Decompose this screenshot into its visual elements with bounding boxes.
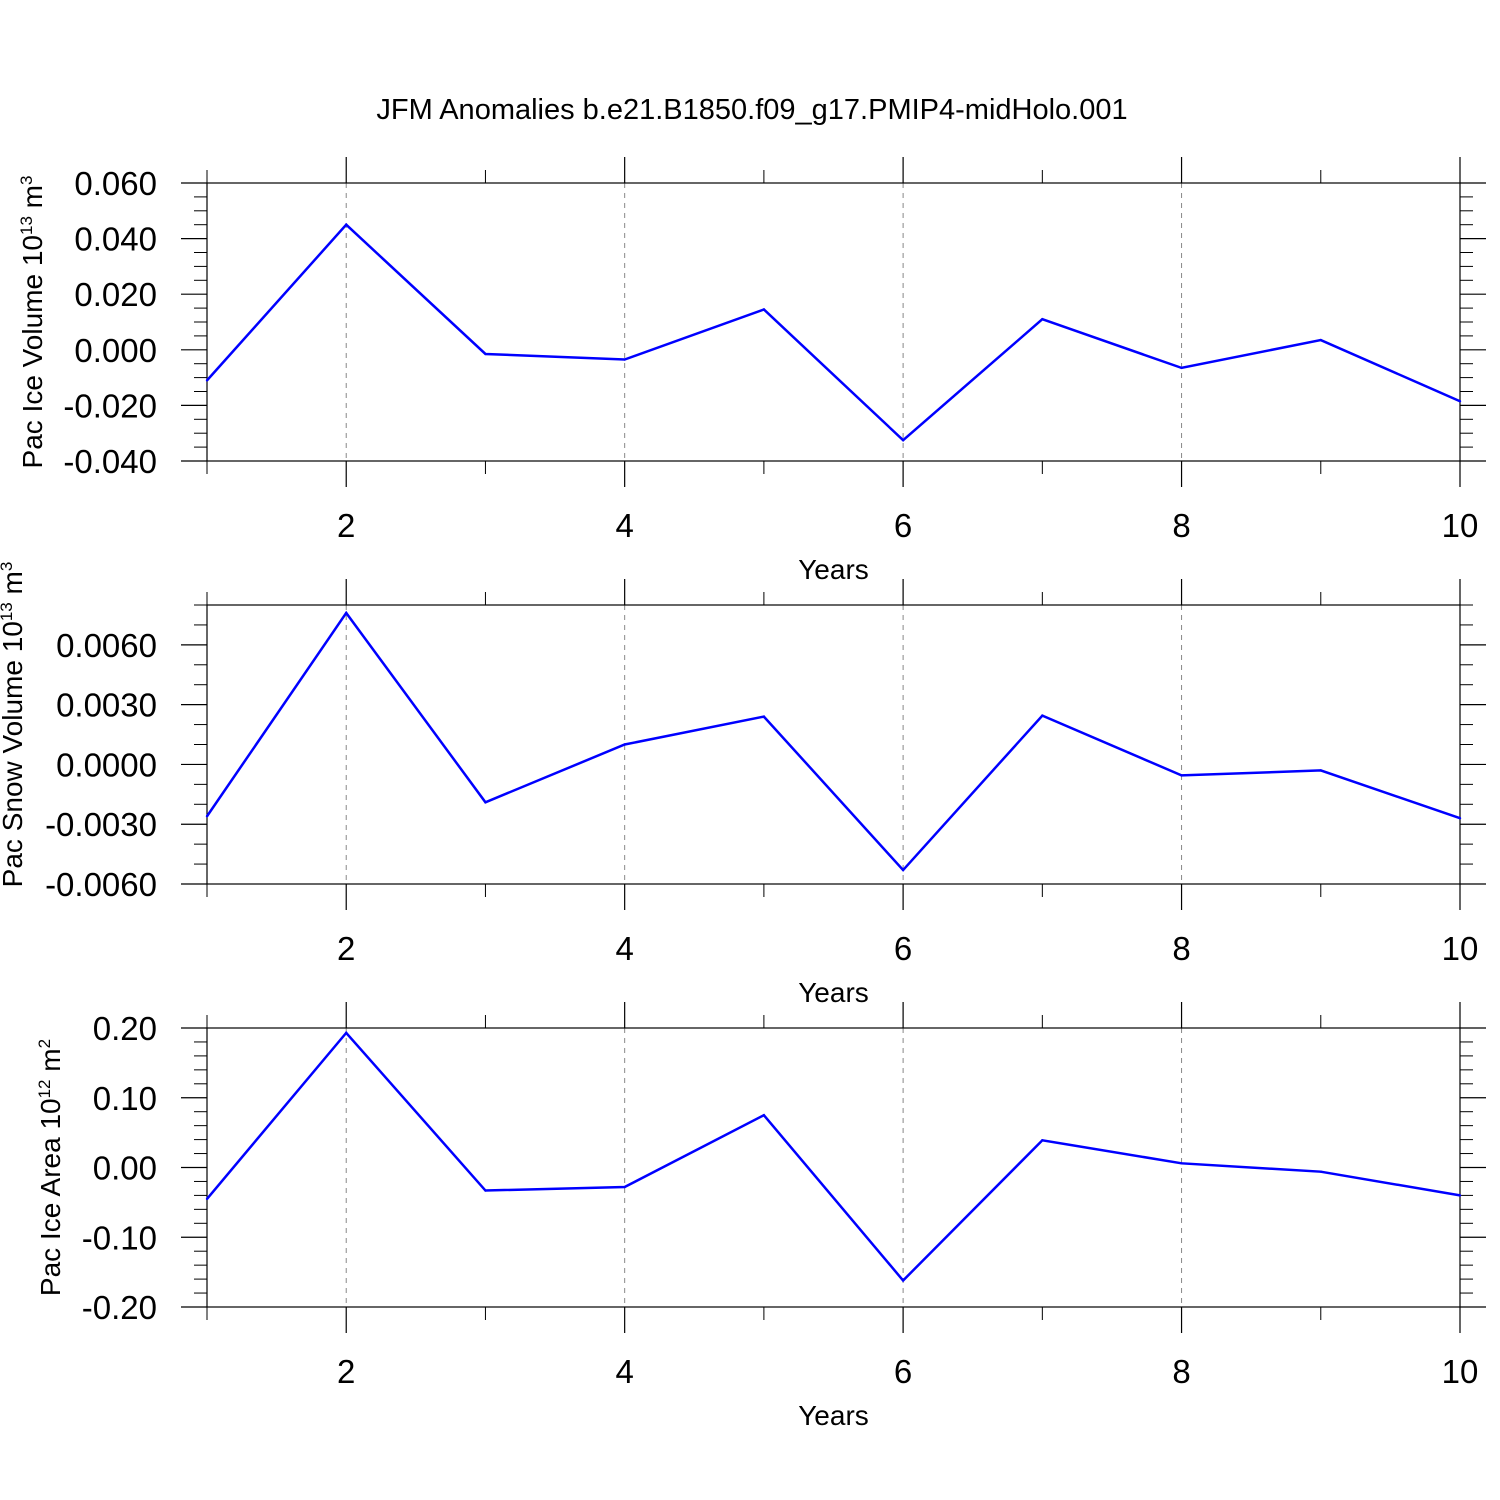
data-point (901, 1279, 905, 1282)
series-line (206, 1030, 1461, 1283)
y-tick-label: -0.020 (63, 387, 157, 424)
series-line (206, 222, 1461, 442)
y-axis-label-superscript: 3 (0, 562, 16, 571)
data-point (1180, 774, 1183, 777)
data-point (623, 358, 626, 361)
x-tick-label: 2 (337, 1353, 355, 1390)
plot-frame (206, 604, 1461, 885)
y-tick-label: 0.0060 (56, 627, 157, 664)
data-point (484, 1189, 487, 1192)
y-axis-label: Pac Ice Volume 1013 m3 (17, 176, 48, 469)
y-tick-label: 0.0030 (56, 687, 157, 724)
data-point (1319, 338, 1322, 342)
y-axis-label-part: m (35, 1048, 66, 1079)
y-axis-label-superscript: 12 (35, 1079, 54, 1098)
plot-frame (206, 1027, 1461, 1308)
data-point (205, 815, 209, 818)
y-tick-label: 0.040 (74, 221, 157, 258)
data-point (1041, 1139, 1044, 1142)
data-point (484, 801, 487, 804)
x-tick-label: 2 (337, 507, 355, 544)
x-tick-label: 6 (894, 507, 912, 544)
y-axis-label-superscript: 13 (0, 602, 16, 621)
y-axis-label-superscript: 3 (17, 176, 36, 185)
data-point (1458, 1194, 1462, 1197)
data-point (345, 1031, 348, 1035)
plot-frame (206, 182, 1461, 462)
x-tick-label: 8 (1172, 930, 1190, 967)
data-point (345, 223, 348, 226)
data-point (901, 438, 905, 442)
chart-panels: 2 4 6 8 10 -0.040 -0.020 0.000 0.020 0.040 0.060 Ye… (0, 157, 1486, 1431)
x-tick-label: 8 (1172, 1353, 1190, 1390)
data-point (1319, 1170, 1322, 1173)
data-point (1180, 366, 1183, 370)
data-point (623, 1185, 626, 1189)
x-tick-label: 6 (894, 930, 912, 967)
data-point (762, 308, 766, 311)
x-tick-label: 6 (894, 1353, 912, 1390)
data-point (484, 352, 487, 356)
y-tick-label: 0.060 (74, 165, 157, 202)
y-axis-label-superscript: 2 (35, 1039, 54, 1048)
y-tick-label: 0.000 (74, 332, 157, 369)
y-tick-label: -0.10 (82, 1219, 157, 1256)
y-axis-label-superscript: 13 (17, 216, 36, 235)
y-tick-label: 0.020 (74, 276, 157, 313)
y-axis-label-part: m (17, 185, 48, 216)
x-tick-label: 2 (337, 930, 355, 967)
y-tick-label: 0.10 (93, 1080, 157, 1117)
y-axis-label: Pac Snow Volume 1013 m3 (0, 562, 28, 888)
y-tick-label: -0.0030 (45, 806, 157, 843)
y-tick-label: -0.040 (63, 443, 157, 480)
y-tick-label: -0.20 (82, 1289, 157, 1326)
y-tick-label: 0.0000 (56, 746, 157, 783)
data-point (1180, 1162, 1183, 1165)
x-axis-label: Years (798, 554, 869, 585)
chart-panel-3: 2 4 6 8 10 -0.20 -0.10 0.00 0.10 0.20 Years Pac Ice… (35, 1002, 1486, 1431)
x-tick-label: 10 (1442, 930, 1479, 967)
data-point (762, 715, 766, 718)
y-tick-label: -0.0060 (45, 866, 157, 903)
y-axis-label-part: Pac Snow Volume 10 (0, 621, 28, 887)
y-tick-label: 0.00 (93, 1150, 157, 1187)
y-axis-label-part: m (0, 571, 28, 602)
data-point (1458, 817, 1462, 820)
y-tick-label: 0.20 (93, 1010, 157, 1047)
data-point (762, 1113, 766, 1117)
data-point (901, 868, 905, 872)
y-axis-label-part: Pac Ice Area 10 (35, 1098, 66, 1296)
x-axis-label: Years (798, 977, 869, 1008)
x-tick-label: 10 (1442, 507, 1479, 544)
chart-panel-1: 2 4 6 8 10 -0.040 -0.020 0.000 0.020 0.040 0.060 Ye… (17, 157, 1486, 585)
y-axis-label-part: Pac Ice Volume 10 (17, 235, 48, 468)
series-line (205, 610, 1461, 872)
data-point (205, 1197, 209, 1201)
x-tick-label: 4 (615, 930, 633, 967)
x-tick-label: 8 (1172, 507, 1190, 544)
data-point (1458, 400, 1462, 403)
data-point (623, 743, 626, 746)
x-tick-label: 10 (1442, 1353, 1479, 1390)
chart-title: JFM Anomalies b.e21.B1850.f09_g17.PMIP4-… (376, 94, 1127, 126)
x-tick-label: 4 (615, 507, 633, 544)
data-point (345, 611, 348, 615)
x-axis-label: Years (798, 1400, 869, 1431)
x-tick-label: 4 (615, 1353, 633, 1390)
chart-panel-2: 2 4 6 8 10 -0.0060 -0.0030 0.0000 0.0030 0.0060 Ye… (0, 562, 1486, 1008)
data-point (1041, 714, 1044, 717)
data-point (1041, 318, 1044, 321)
y-axis-label: Pac Ice Area 1012 m2 (35, 1039, 66, 1296)
data-point (205, 379, 209, 382)
data-point (1319, 769, 1322, 772)
